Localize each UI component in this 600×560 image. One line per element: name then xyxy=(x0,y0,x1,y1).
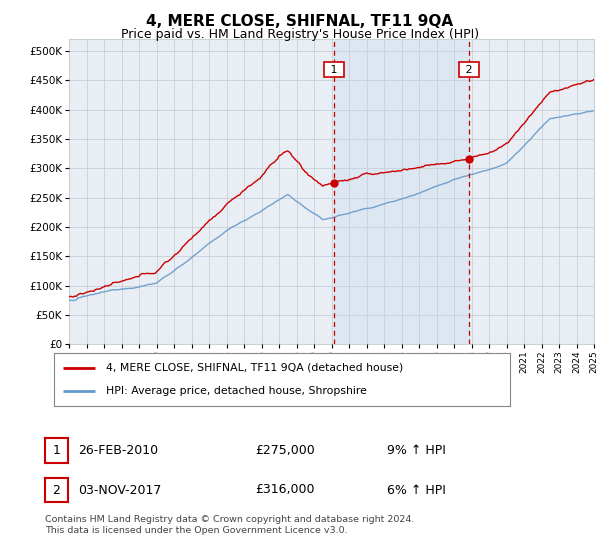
Text: HPI: Average price, detached house, Shropshire: HPI: Average price, detached house, Shro… xyxy=(106,386,367,396)
Text: Price paid vs. HM Land Registry's House Price Index (HPI): Price paid vs. HM Land Registry's House … xyxy=(121,28,479,41)
Bar xyxy=(334,39,469,344)
Text: 1: 1 xyxy=(52,444,61,458)
Text: 6% ↑ HPI: 6% ↑ HPI xyxy=(387,483,446,497)
Text: 4, MERE CLOSE, SHIFNAL, TF11 9QA (detached house): 4, MERE CLOSE, SHIFNAL, TF11 9QA (detach… xyxy=(106,363,404,373)
Text: 2: 2 xyxy=(52,483,61,497)
Text: £275,000: £275,000 xyxy=(255,444,315,458)
Text: 03-NOV-2017: 03-NOV-2017 xyxy=(78,483,161,497)
Text: £316,000: £316,000 xyxy=(255,483,314,497)
Text: 9% ↑ HPI: 9% ↑ HPI xyxy=(387,444,446,458)
Text: 4, MERE CLOSE, SHIFNAL, TF11 9QA: 4, MERE CLOSE, SHIFNAL, TF11 9QA xyxy=(146,14,454,29)
Text: 2: 2 xyxy=(461,65,476,74)
Text: 1: 1 xyxy=(327,65,341,74)
Text: Contains HM Land Registry data © Crown copyright and database right 2024.
This d: Contains HM Land Registry data © Crown c… xyxy=(45,515,415,535)
Text: 26-FEB-2010: 26-FEB-2010 xyxy=(78,444,158,458)
